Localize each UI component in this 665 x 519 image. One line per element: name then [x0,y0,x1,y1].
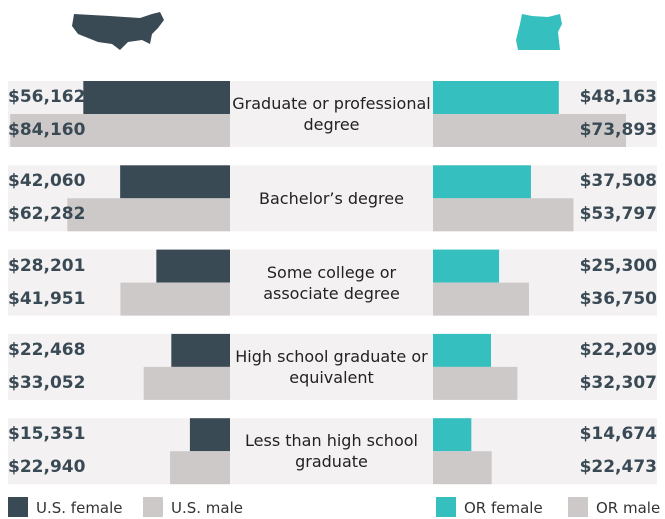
bar [433,165,531,199]
bar [433,249,500,283]
category-label: Some college or associate degree [263,262,400,303]
value-label: $22,468 [8,339,86,360]
legend-swatch [143,497,163,517]
bar [433,451,492,485]
category-label: Bachelor’s degree [259,188,404,208]
value-label: $33,052 [8,372,86,393]
bar [170,451,230,485]
bar [120,282,230,316]
value-label: $42,060 [8,171,86,192]
value-label: $62,282 [8,204,86,225]
value-label: $22,940 [8,457,86,478]
bar [10,114,231,147]
value-label: $36,750 [579,288,657,309]
legend-swatch [8,497,28,517]
bar [433,366,518,400]
bar [120,165,230,199]
value-label: $56,162 [8,87,86,107]
legend-label: U.S. female [36,499,123,517]
value-label: $22,209 [579,339,657,360]
oregon-icon [516,14,562,50]
value-label: $53,797 [579,204,657,225]
bar [143,366,230,400]
bar [433,114,626,147]
value-label: $15,351 [8,424,86,445]
bar [433,198,574,232]
value-label: $32,307 [579,372,657,393]
row-background [8,333,657,400]
legend-label: OR male [596,499,661,517]
value-label: $48,163 [579,87,657,107]
value-label: $73,893 [579,120,657,140]
category-label: High school graduate or equivalent [235,346,428,387]
value-label: $41,951 [8,288,86,309]
bar [433,81,559,114]
value-label: $37,508 [579,171,657,192]
row-background [8,418,657,485]
bar [189,418,230,452]
bar [433,333,492,367]
value-label: $22,473 [579,457,657,478]
bar [433,418,472,452]
bar [83,81,230,114]
legend-swatch [436,497,456,517]
value-label: $28,201 [8,255,86,276]
value-label: $14,674 [579,424,657,445]
bar [171,333,230,367]
legend-label: OR female [464,499,543,517]
category-label: Graduate or professional degree [232,94,431,134]
category-label: Less than high school graduate [245,431,418,472]
bar [156,249,230,283]
bar [67,198,230,232]
value-label: $25,300 [579,255,657,276]
legend-label: U.S. male [171,499,244,517]
legend-swatch [568,497,588,517]
row-background [8,249,657,316]
bar [433,282,529,316]
us-map-icon [72,12,164,50]
value-label: $84,160 [8,120,86,140]
